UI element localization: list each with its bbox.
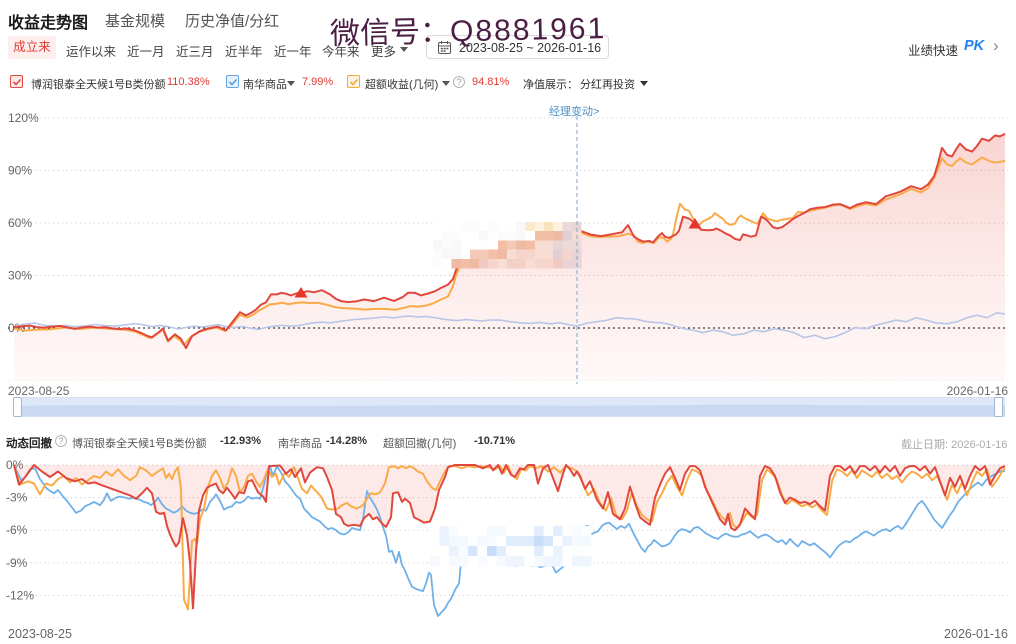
svg-text:2026-01-16: 2026-01-16	[944, 627, 1008, 641]
svg-text:2023-08-25: 2023-08-25	[8, 627, 72, 641]
svg-text:60%: 60%	[8, 216, 32, 230]
svg-text:90%: 90%	[8, 164, 32, 178]
svg-text:-6%: -6%	[6, 523, 28, 537]
svg-text:0%: 0%	[8, 321, 26, 335]
svg-text:120%: 120%	[8, 111, 39, 125]
svg-text:-9%: -9%	[6, 556, 28, 570]
svg-text:30%: 30%	[8, 269, 32, 283]
svg-text:2026-01-16: 2026-01-16	[947, 384, 1009, 396]
svg-text:2023-08-25: 2023-08-25	[8, 384, 70, 396]
svg-text:-12%: -12%	[6, 588, 34, 602]
svg-text:-3%: -3%	[6, 491, 28, 505]
svg-text:经理变动>: 经理变动>	[549, 104, 599, 118]
